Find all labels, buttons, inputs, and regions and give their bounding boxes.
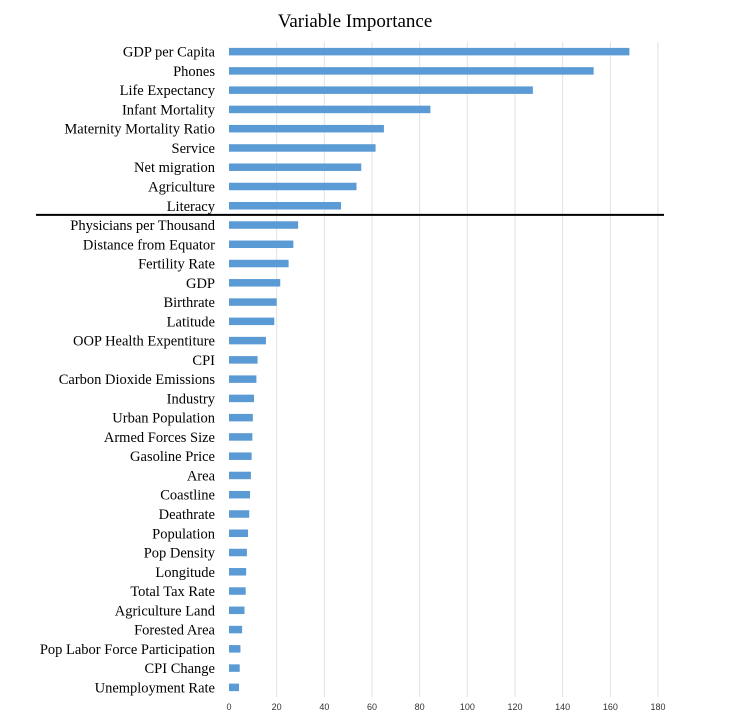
bar — [229, 568, 247, 576]
bar — [229, 279, 281, 287]
bar — [229, 510, 250, 518]
category-label: GDP — [186, 276, 215, 292]
x-tick-label: 160 — [603, 702, 618, 712]
category-label: Deathrate — [159, 507, 215, 523]
bar — [229, 336, 266, 345]
category-label: Fertility Rate — [138, 257, 215, 273]
bar — [229, 259, 289, 268]
bar — [229, 645, 241, 653]
gridlines — [276, 42, 659, 697]
category-label: Service — [172, 141, 215, 157]
bar — [229, 144, 376, 152]
bar — [229, 67, 594, 75]
bar — [229, 625, 243, 634]
bars — [229, 47, 630, 692]
category-label: Life Expectancy — [120, 83, 216, 99]
bar — [229, 124, 384, 133]
category-label: Pop Density — [144, 546, 216, 562]
category-label: Armed Forces Size — [104, 430, 215, 446]
x-tick-label: 80 — [415, 702, 425, 712]
bar — [229, 105, 431, 114]
category-label: Agriculture Land — [115, 603, 216, 619]
bar — [229, 664, 240, 672]
category-label: Total Tax Rate — [130, 584, 215, 600]
x-tick-label: 140 — [555, 702, 570, 712]
category-label: Urban Population — [112, 411, 215, 427]
category-label: Birthrate — [163, 295, 215, 311]
category-label: Maternity Mortality Ratio — [64, 122, 215, 138]
bar — [229, 548, 247, 557]
x-tick-label: 20 — [272, 702, 282, 712]
bar — [229, 413, 253, 422]
category-label: Industry — [167, 391, 216, 407]
bar — [229, 490, 250, 499]
category-labels: GDP per Capita Phones Life Expectancy Infan… — [40, 45, 216, 697]
category-label: Coastline — [160, 488, 215, 504]
x-tick-labels: 0 20 40 60 80 100 120 140 160 180 — [226, 702, 665, 712]
bar — [229, 375, 257, 383]
category-label: Net migration — [134, 160, 216, 176]
bar — [229, 182, 357, 191]
bar — [229, 683, 240, 692]
category-label: Carbon Dioxide Emissions — [59, 372, 216, 388]
category-label: GDP per Capita — [123, 45, 216, 61]
x-tick-label: 60 — [367, 702, 377, 712]
category-label: OOP Health Expentiture — [73, 334, 215, 350]
x-tick-label: 100 — [460, 702, 475, 712]
bar — [229, 529, 249, 537]
bar — [229, 317, 275, 326]
category-label: Forested Area — [134, 623, 215, 639]
category-label: Gasoline Price — [130, 449, 215, 465]
bar — [229, 221, 299, 229]
bar — [229, 163, 362, 171]
x-tick-label: 40 — [319, 702, 329, 712]
category-label: Literacy — [167, 199, 216, 215]
bar — [229, 356, 258, 364]
category-label: Pop Labor Force Participation — [40, 642, 216, 658]
bar — [229, 202, 342, 210]
bar — [229, 433, 253, 441]
category-label: CPI — [192, 353, 215, 369]
category-label: Infant Mortality — [122, 102, 216, 118]
x-tick-label: 0 — [226, 702, 231, 712]
bar — [229, 606, 245, 615]
bar — [229, 587, 246, 595]
category-label: Longitude — [155, 565, 215, 581]
bar — [229, 240, 294, 249]
chart-title: Variable Importance — [278, 11, 433, 32]
category-label: Phones — [173, 64, 215, 80]
bar — [229, 298, 277, 306]
category-label: Agriculture — [148, 179, 215, 195]
category-label: Area — [187, 468, 216, 484]
bar — [229, 394, 255, 403]
x-tick-label: 180 — [650, 702, 665, 712]
category-label: Latitude — [167, 314, 215, 330]
bar — [229, 86, 533, 94]
category-label: Physicians per Thousand — [70, 218, 215, 234]
bar — [229, 471, 251, 480]
category-label: Unemployment Rate — [95, 680, 215, 696]
bar — [229, 452, 252, 460]
category-label: CPI Change — [145, 661, 215, 677]
x-tick-label: 120 — [507, 702, 522, 712]
bar — [229, 47, 630, 56]
category-label: Population — [152, 526, 216, 542]
category-label: Distance from Equator — [83, 237, 215, 253]
